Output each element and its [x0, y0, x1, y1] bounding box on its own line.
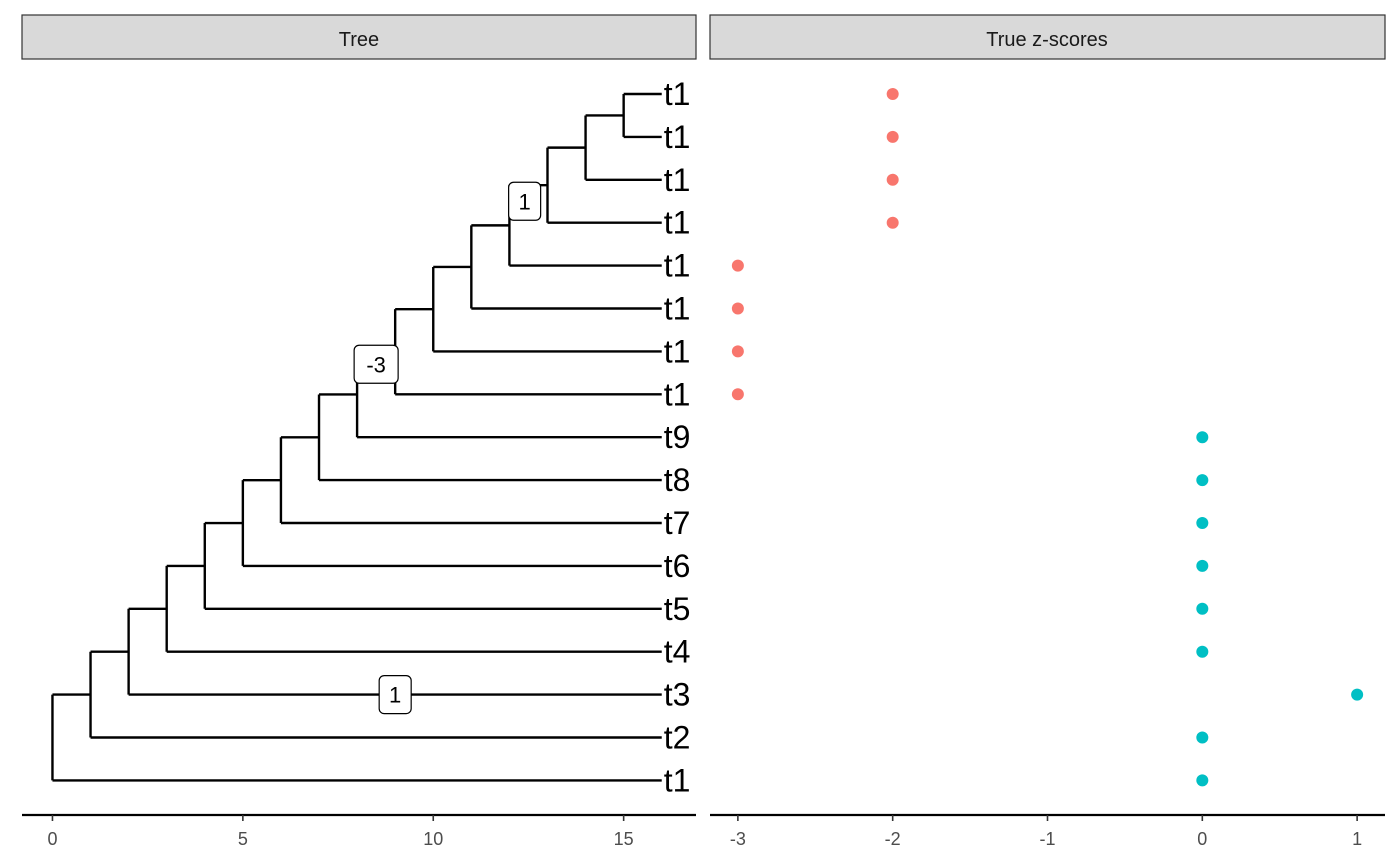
- zscore-strip-label: True z-scores: [986, 29, 1108, 51]
- tree-x-tick-label: 0: [47, 829, 57, 849]
- tree-tip-label: t4: [664, 634, 691, 670]
- zscore-point: [886, 173, 899, 186]
- tree-tip-labels: t1 t1 t1 t1 t1 t1 t1 t1 t9 t8 t7 t6 t5 t4 t3 t2 t1: [664, 76, 691, 798]
- zscore-point: [731, 302, 744, 315]
- zscore-point: [886, 216, 899, 229]
- node-label-text: 1: [519, 189, 531, 214]
- zscore-point: [1196, 602, 1209, 615]
- node-label: 1: [378, 674, 412, 715]
- zscore-point: [731, 345, 744, 358]
- tree-tip-label: t5: [664, 591, 691, 627]
- tree-tip-label: t8: [664, 462, 691, 498]
- zscore-point: [1196, 517, 1209, 529]
- tree-x-ticks: 0 5 10 15: [47, 815, 634, 849]
- tree-tip-label: t1: [664, 291, 691, 327]
- tree-tip-label: t2: [664, 720, 691, 756]
- zscore-point: [1196, 474, 1209, 487]
- zscore-panel-strip: True z-scores: [709, 14, 1386, 60]
- tree-tip-label: t1: [664, 333, 691, 369]
- tree-tip-label: t1: [664, 119, 691, 155]
- node-label-text: 1: [389, 683, 401, 708]
- zscore-point: [1196, 731, 1209, 744]
- zscore-point: [886, 130, 899, 143]
- tree-tip-label: t1: [664, 762, 691, 798]
- tree-strip-background: [21, 14, 697, 60]
- zscore-x-ticks: -3 -2 -1 0 1: [730, 815, 1362, 849]
- tree-tip-label: t1: [664, 376, 691, 412]
- zscore-x-tick-label: -2: [885, 829, 901, 849]
- zscore-point: [731, 388, 744, 401]
- zscore-point: [1196, 774, 1209, 787]
- node-label-box: [353, 344, 399, 384]
- zscore-x-tick-label: -3: [730, 829, 746, 849]
- tree-strip-label: Tree: [339, 29, 379, 51]
- zscore-point: [731, 259, 744, 272]
- zscore-point: [886, 88, 899, 100]
- zscore-points: [731, 88, 1364, 787]
- tree-x-tick-label: 5: [238, 829, 248, 849]
- node-label: 1: [508, 181, 542, 221]
- zscore-point: [1196, 645, 1209, 658]
- node-label-text: -3: [366, 352, 386, 377]
- node-label: -3: [353, 344, 399, 384]
- zscore-strip-background: [709, 14, 1386, 60]
- tree-tip-label: t1: [664, 162, 691, 198]
- tree-tip-label: t7: [664, 505, 691, 541]
- zscore-point: [1196, 559, 1209, 572]
- zscore-x-tick-label: 1: [1352, 829, 1362, 849]
- tree-tip-label: t1: [664, 248, 691, 284]
- zscore-x-tick-label: 0: [1197, 829, 1207, 849]
- tree-branches: [51, 92, 662, 782]
- tree-node-labels: 1 -3 1: [353, 181, 542, 715]
- tree-x-tick-label: 10: [423, 829, 443, 849]
- zscore-point: [1351, 688, 1364, 701]
- tree-x-tick-label: 15: [614, 829, 634, 849]
- zscore-x-tick-label: -1: [1039, 829, 1055, 849]
- tree-tip-label: t1: [664, 76, 691, 112]
- tree-tip-label: t6: [664, 548, 691, 584]
- tree-tip-label: t3: [664, 677, 691, 713]
- tree-tip-label: t1: [664, 205, 691, 241]
- zscore-point: [1196, 431, 1209, 444]
- node-label-box: [508, 181, 542, 221]
- tree-panel-strip: Tree: [21, 14, 697, 60]
- node-label-box: [378, 674, 412, 715]
- tree-tip-label: t9: [664, 419, 691, 455]
